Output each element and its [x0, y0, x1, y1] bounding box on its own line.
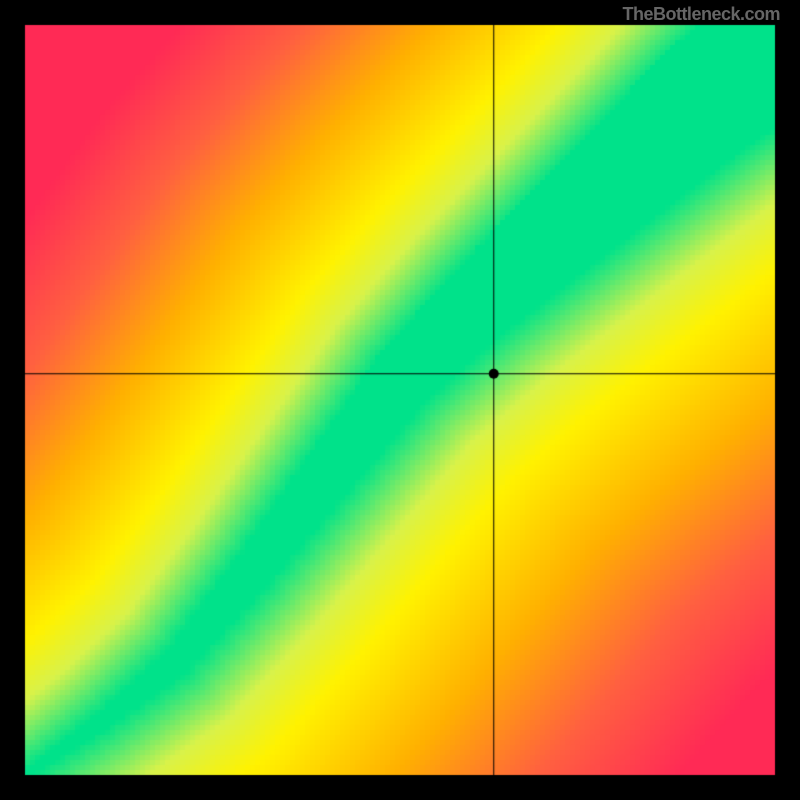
- chart-container: TheBottleneck.com: [0, 0, 800, 800]
- heatmap-canvas: [0, 0, 800, 800]
- watermark-text: TheBottleneck.com: [622, 4, 780, 25]
